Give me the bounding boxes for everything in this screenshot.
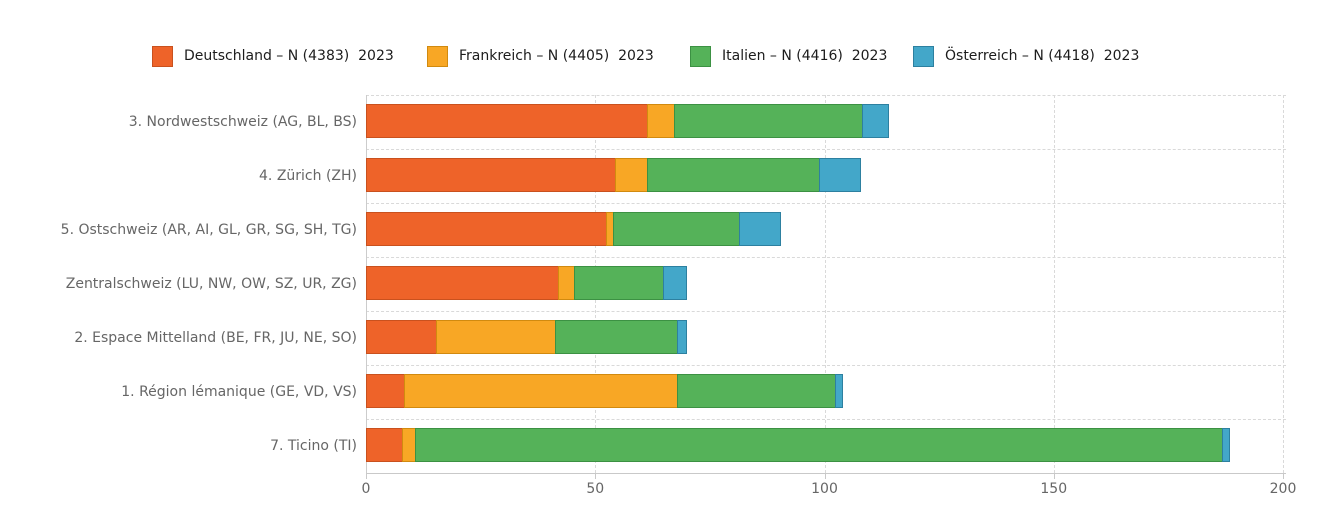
bar-segment-row4-series2 <box>555 320 678 354</box>
horizontal-gridline <box>366 419 1286 420</box>
bar-segment-row4-series3 <box>676 320 687 354</box>
legend-swatch-icon <box>690 45 711 67</box>
bar-segment-row0-series3 <box>862 104 889 138</box>
legend-label: Italien – N (4416) 2023 <box>722 48 888 64</box>
x-axis-line <box>366 473 1286 474</box>
bar-segment-row2-series0 <box>366 212 607 246</box>
legend-item-series-0[interactable]: Deutschland – N (4383) 2023 <box>152 45 394 67</box>
horizontal-gridline <box>366 311 1286 312</box>
horizontal-gridline <box>366 149 1286 150</box>
bar-segment-row6-series1 <box>401 428 417 462</box>
category-label: 1. Région lémanique (GE, VD, VS) <box>121 384 357 400</box>
bar-segment-row4-series1 <box>436 320 557 354</box>
bar-segment-row5-series0 <box>366 374 405 408</box>
bar-segment-row4-series0 <box>366 320 438 354</box>
bar-segment-row0-series1 <box>646 104 676 138</box>
x-axis-tick-label: 150 <box>1040 481 1068 497</box>
bar-segment-row5-series2 <box>676 374 836 408</box>
bar-segment-row5-series3 <box>834 374 843 408</box>
x-axis-tick <box>824 473 826 479</box>
bar-segment-row1-series3 <box>818 158 862 192</box>
bar-segment-row1-series1 <box>614 158 648 192</box>
bar-segment-row2-series3 <box>738 212 781 246</box>
x-axis-tick-label: 100 <box>811 481 838 497</box>
category-label: 2. Espace Mittelland (BE, FR, JU, NE, SO… <box>74 330 357 346</box>
category-label: 5. Ostschweiz (AR, AI, GL, GR, SG, SH, T… <box>60 222 357 238</box>
legend-label: Frankreich – N (4405) 2023 <box>459 48 654 64</box>
x-axis-tick <box>366 473 367 479</box>
bar-segment-row1-series0 <box>366 158 616 192</box>
category-label: Zentralschweiz (LU, NW, OW, SZ, UR, ZG) <box>65 276 357 292</box>
bar-segment-row3-series3 <box>663 266 687 300</box>
bar-segment-row6-series0 <box>366 428 403 462</box>
legend-label: Österreich – N (4418) 2023 <box>945 48 1140 64</box>
bar-segment-row2-series2 <box>612 212 740 246</box>
bar-segment-row0-series0 <box>366 104 648 138</box>
horizontal-gridline <box>366 365 1286 366</box>
bar-segment-row3-series1 <box>557 266 575 300</box>
bar-segment-row6-series2 <box>415 428 1224 462</box>
legend-item-series-2[interactable]: Italien – N (4416) 2023 <box>690 45 887 67</box>
bar-segment-row3-series0 <box>366 266 559 300</box>
bar-segment-row1-series2 <box>646 158 820 192</box>
x-axis-tick <box>1283 473 1284 479</box>
horizontal-gridline <box>366 257 1286 258</box>
x-axis-tick-label: 200 <box>1269 481 1297 497</box>
x-axis-tick <box>595 473 597 479</box>
bar-segment-row5-series1 <box>403 374 678 408</box>
horizontal-gridline <box>366 203 1286 204</box>
x-axis-tick <box>1053 473 1055 479</box>
legend-item-series-1[interactable]: Frankreich – N (4405) 2023 <box>427 45 654 67</box>
vertical-gridline <box>1053 95 1055 473</box>
legend-item-series-3[interactable]: Österreich – N (4418) 2023 <box>913 45 1139 67</box>
bar-segment-row6-series3 <box>1222 428 1231 462</box>
x-axis-tick-label: 0 <box>361 481 371 497</box>
bar-segment-row3-series2 <box>573 266 665 300</box>
legend-swatch-icon <box>913 45 934 67</box>
vertical-gridline <box>824 95 826 473</box>
legend-swatch-icon <box>427 45 448 67</box>
category-label: 7. Ticino (TI) <box>270 438 357 454</box>
category-label: 4. Zürich (ZH) <box>259 168 357 184</box>
category-label: 3. Nordwestschweiz (AG, BL, BS) <box>128 114 357 130</box>
x-axis-tick-label: 50 <box>586 481 605 497</box>
vertical-gridline <box>1283 95 1284 473</box>
legend-label: Deutschland – N (4383) 2023 <box>184 48 394 64</box>
bar-segment-row0-series2 <box>674 104 864 138</box>
horizontal-gridline <box>366 95 1286 96</box>
legend-swatch-icon <box>152 45 173 67</box>
